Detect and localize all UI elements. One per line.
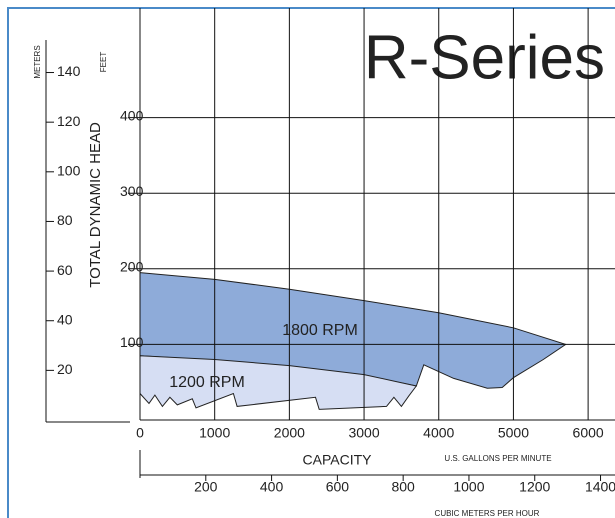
y2-unit: METERS (33, 45, 42, 78)
x-tick-label: 3000 (348, 425, 379, 441)
x2-tick-label: 1200 (519, 479, 550, 495)
x-tick-label: 0 (136, 425, 144, 441)
series-label: 1800 RPM (282, 322, 358, 339)
y2-tick-label: 140 (57, 63, 81, 79)
x-tick-label: 2000 (274, 425, 305, 441)
x-tick-label: 4000 (423, 425, 454, 441)
x2-tick-label: 400 (260, 479, 284, 495)
y2-tick-label: 100 (57, 163, 81, 179)
series-label: 1200 RPM (169, 374, 245, 391)
x-axis-label: CAPACITY (303, 452, 373, 468)
x-tick-label: 1000 (199, 425, 230, 441)
x2-tick-label: 1400 (585, 479, 615, 495)
y2-tick-label: 80 (57, 212, 73, 228)
x2-tick-label: 200 (194, 479, 218, 495)
y-axis-label: TOTAL DYNAMIC HEAD (87, 122, 104, 288)
x-tick-label: 6000 (573, 425, 604, 441)
x-tick-label: 5000 (498, 425, 529, 441)
y-tick-label: 400 (120, 107, 144, 123)
y2-tick-label: 120 (57, 113, 81, 129)
x-unit: U.S. GALLONS PER MINUTE (444, 454, 551, 463)
x2-tick-label: 600 (326, 479, 350, 495)
y2-tick-label: 20 (57, 361, 73, 377)
y-tick-label: 300 (120, 183, 144, 199)
y-tick-label: 200 (120, 259, 144, 275)
chart-title: R-Series (364, 23, 605, 92)
y-tick-label: 100 (120, 334, 144, 350)
frame (7, 7, 615, 518)
x2-unit: CUBIC METERS PER HOUR (435, 509, 540, 518)
y-unit: FEET (99, 52, 108, 73)
y2-tick-label: 40 (57, 311, 73, 327)
x2-tick-label: 1000 (453, 479, 484, 495)
y2-tick-label: 60 (57, 262, 73, 278)
area (139, 355, 418, 410)
x2-tick-label: 800 (391, 479, 415, 495)
